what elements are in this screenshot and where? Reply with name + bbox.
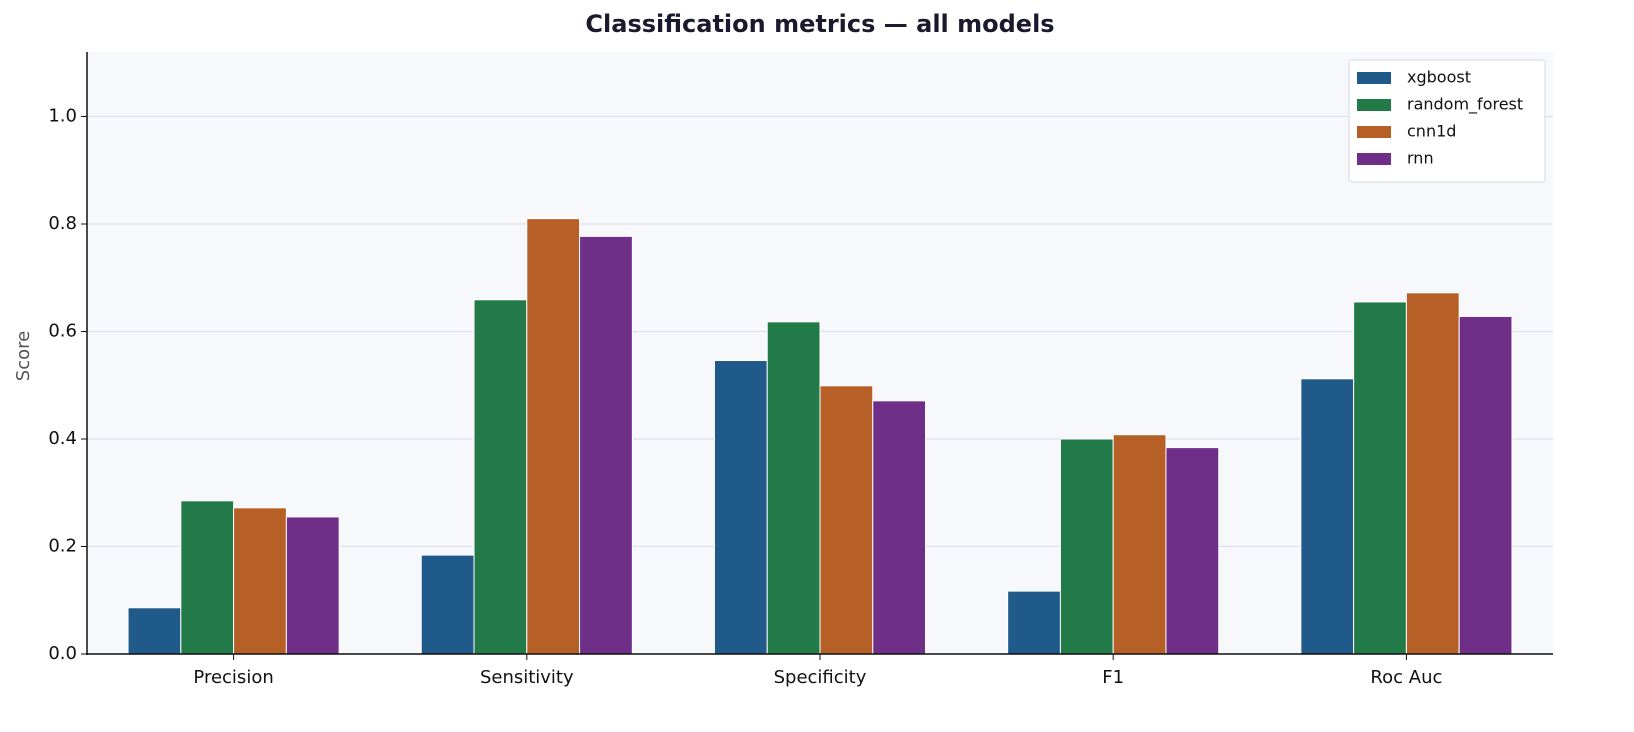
legend-swatch (1357, 72, 1391, 84)
x-tick-label: F1 (1102, 667, 1124, 688)
bar (1405, 292, 1460, 655)
chart-title: Classification metrics — all models (585, 10, 1054, 38)
bar (1458, 315, 1513, 655)
bar (473, 299, 528, 655)
legend-swatch (1357, 153, 1391, 165)
x-tick-label: Precision (193, 667, 273, 688)
legend-swatch (1357, 99, 1391, 111)
y-axis-label: Score (13, 331, 34, 381)
y-tick-label: 1.0 (48, 106, 77, 127)
x-tick-label: Sensitivity (480, 667, 574, 688)
legend-swatch (1357, 126, 1391, 138)
bar (713, 360, 768, 655)
bar (233, 507, 287, 655)
bar (285, 516, 340, 655)
bar (872, 400, 927, 655)
legend-label: cnn1d (1407, 122, 1456, 141)
bar (1059, 438, 1114, 655)
y-tick-label: 0.2 (48, 536, 77, 557)
bar (579, 235, 633, 655)
bar (180, 500, 235, 655)
x-tick-label: Roc Auc (1370, 667, 1442, 688)
bar (1007, 590, 1061, 655)
y-tick-label: 0.4 (48, 428, 77, 449)
bar (819, 385, 874, 655)
y-tick-label: 0.6 (48, 321, 77, 342)
bar (1112, 434, 1167, 655)
bar (1300, 378, 1355, 655)
legend: xgboost random_forest cnn1d rnn (1348, 59, 1546, 183)
y-tick-label: 0.0 (48, 643, 77, 664)
x-tick-label: Specificity (774, 667, 867, 688)
legend-label: rnn (1407, 149, 1434, 168)
bar (1353, 301, 1407, 655)
legend-box (1348, 59, 1546, 183)
bar (766, 321, 821, 655)
legend-label: random_forest (1407, 95, 1523, 115)
legend-label: xgboost (1407, 68, 1471, 87)
bars: Precision Sensitivity Specificity F1 Roc Auc (127, 218, 1513, 688)
bar (127, 607, 182, 655)
y-tick-label: 0.8 (48, 213, 77, 234)
bar (526, 218, 581, 655)
bar (1165, 447, 1220, 655)
bar (420, 554, 475, 655)
